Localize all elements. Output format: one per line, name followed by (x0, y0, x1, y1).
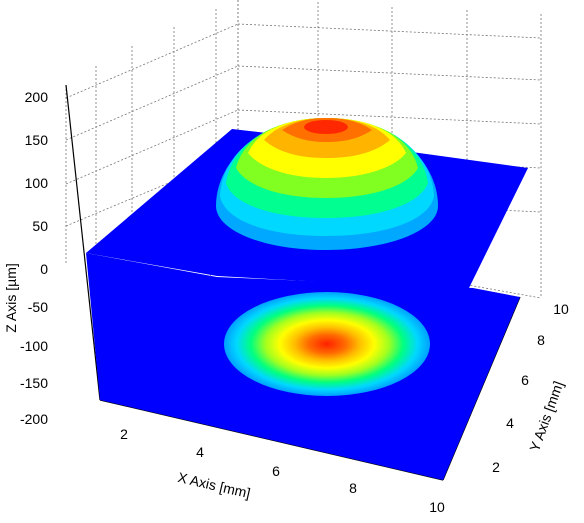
contour-map (224, 292, 430, 396)
z-tick-label: 150 (25, 132, 49, 148)
y-tick-label: 6 (521, 372, 529, 388)
x-axis-label: X Axis [mm] (176, 469, 252, 501)
y-axis-ticks: 2 4 6 8 10 (492, 301, 569, 475)
x-tick-label: 10 (429, 499, 445, 515)
z-tick-label: 0 (40, 261, 48, 277)
z-tick-label: 200 (25, 89, 49, 105)
x-tick-label: 6 (272, 463, 280, 479)
surface-dome (216, 118, 438, 250)
z-tick-label: -100 (20, 338, 48, 354)
z-tick-label: -200 (20, 411, 48, 427)
z-tick-label: -50 (28, 299, 48, 315)
z-tick-label: 100 (25, 175, 49, 191)
x-tick-label: 2 (120, 426, 128, 442)
x-axis-ticks: 2 4 6 8 10 (120, 426, 445, 515)
x-tick-label: 8 (349, 480, 357, 496)
y-tick-label: 2 (492, 459, 500, 475)
z-axis-ticks: 200 150 100 50 0 -50 -100 -150 -200 (20, 89, 48, 427)
y-axis-label: Y Axis [mm] (526, 379, 566, 454)
z-tick-label: 50 (32, 218, 48, 234)
z-tick-label: -150 (20, 375, 48, 391)
y-tick-label: 4 (506, 415, 514, 431)
y-tick-label: 8 (537, 332, 545, 348)
y-tick-label: 10 (553, 301, 569, 317)
z-axis-label: Z Axis [µm] (3, 263, 19, 333)
x-tick-label: 4 (196, 444, 204, 460)
